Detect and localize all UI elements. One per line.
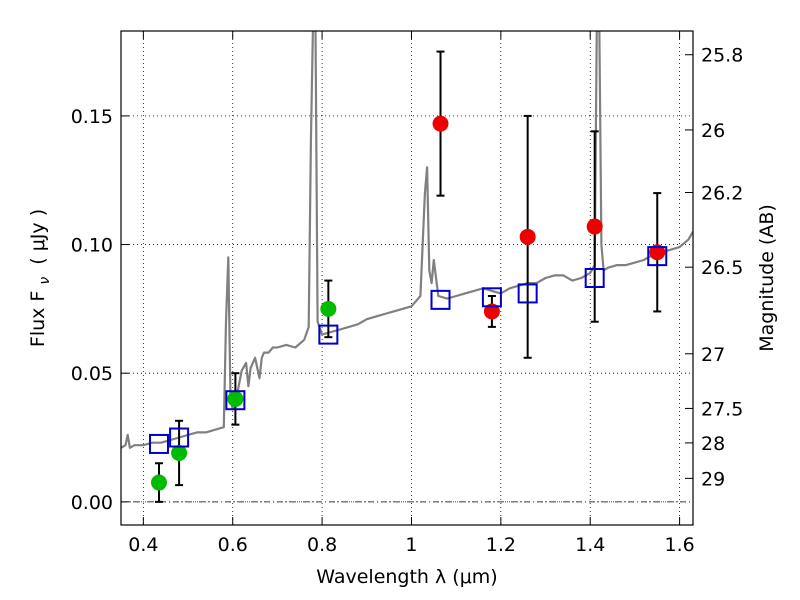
- y-tick-label: 0.05: [71, 363, 113, 385]
- model-box-marker: [517, 283, 538, 304]
- y-axis-label-flux: Flux F: [27, 291, 49, 347]
- plot-area: [121, 31, 693, 503]
- model-box-marker: [225, 390, 246, 411]
- red-data-point: [483, 303, 500, 320]
- model-box-marker: [647, 246, 668, 267]
- red-data-point: [432, 115, 449, 132]
- green-data-point: [150, 474, 167, 491]
- axes-frame: [120, 30, 694, 526]
- x-tick-label: 0.8: [307, 534, 337, 556]
- right-tick-label: 26.5: [701, 257, 743, 279]
- x-axis-label: Wavelength λ (μm): [316, 566, 497, 588]
- right-tick-label: 27.5: [701, 398, 743, 420]
- y-axis-label-units: ( μJy ): [27, 209, 49, 265]
- model-box-marker: [169, 427, 190, 448]
- y-tick-label: 0.15: [71, 106, 113, 128]
- model-box-marker: [430, 289, 451, 310]
- y-axis-label-right: Magnitude (AB): [756, 204, 778, 352]
- right-tick-label: 25.8: [701, 45, 743, 67]
- x-tick-label: 1.4: [575, 534, 605, 556]
- red-data-point: [586, 218, 603, 235]
- x-tick-label: 1: [405, 534, 417, 556]
- plot-content: [121, 31, 693, 503]
- red-data-point: [649, 244, 666, 261]
- right-tick-label: 28: [701, 433, 725, 455]
- right-tick-label: 26.2: [701, 183, 743, 205]
- red-data-point: [519, 228, 536, 245]
- model-box-marker: [148, 433, 169, 454]
- y-axis-label-subscript: ν: [37, 277, 53, 285]
- x-tick-label: 1.2: [486, 534, 516, 556]
- right-tick-label: 26: [701, 120, 725, 142]
- green-data-point: [171, 444, 188, 461]
- model-box-marker: [481, 287, 502, 308]
- right-tick-label: 29: [701, 468, 725, 490]
- model-spectrum-line: [121, 31, 693, 449]
- model-box-marker: [318, 324, 339, 345]
- green-data-point: [227, 390, 244, 407]
- model-box-marker: [584, 268, 605, 288]
- y-axis-label-left: Flux F ν ( μJy ): [27, 209, 54, 347]
- right-tick-label: 27: [701, 344, 725, 366]
- y-tick-label: 0.10: [71, 235, 113, 257]
- green-data-point: [320, 300, 337, 317]
- x-tick-label: 0.4: [128, 534, 158, 556]
- y-tick-label: 0.00: [71, 492, 113, 514]
- grid-lines: [121, 31, 693, 525]
- x-tick-label: 0.6: [218, 534, 248, 556]
- axis-ticks: 0.4 0.6 0.8 1 1.2 1.4 1.6 0.00 0.05 0.10 0.15 25.8 2…: [71, 31, 743, 556]
- x-tick-label: 1.6: [664, 534, 694, 556]
